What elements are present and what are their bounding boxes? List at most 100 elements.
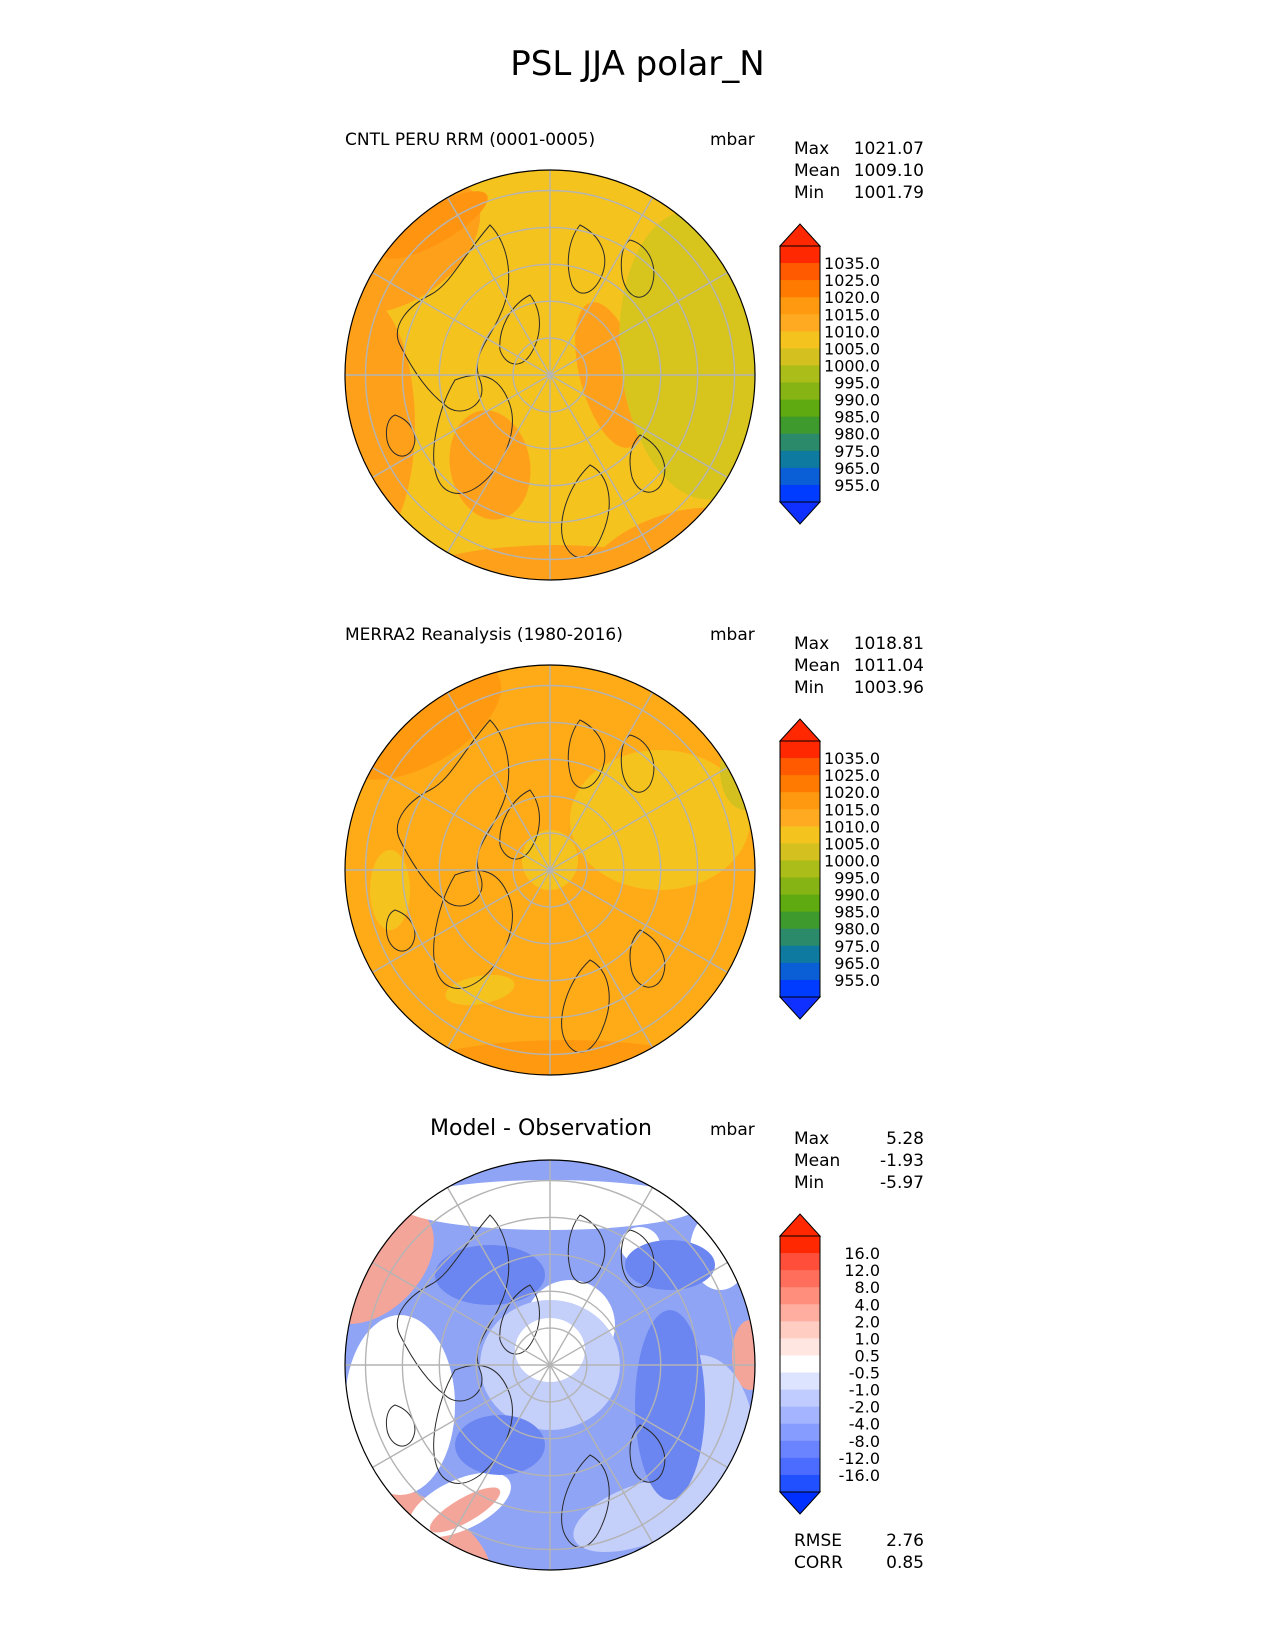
colorbar-tick-label: -0.5	[849, 1364, 880, 1383]
colorbar-tick-label: 1.0	[855, 1329, 880, 1348]
colorbar-segment	[780, 979, 820, 998]
colorbar-tick-label: 995.0	[834, 374, 880, 393]
colorbar-tick-label: 1005.0	[824, 339, 880, 358]
stat-mean: Mean 1009.10	[794, 161, 924, 181]
stats-box: Max 5.28 Mean -1.93 Min -5.97	[794, 1128, 924, 1194]
stat-max: Max 1021.07	[794, 139, 924, 159]
colorbar-segment	[780, 809, 820, 827]
colorbar-tick-label: -4.0	[849, 1415, 880, 1434]
stat-max: Max 5.28	[794, 1129, 924, 1149]
colorbar-tick-label: 955.0	[834, 971, 880, 990]
colorbar-segment	[780, 1287, 820, 1305]
colorbar-tick-label: 1005.0	[824, 834, 880, 853]
metric-rmse: RMSE 2.76	[794, 1531, 924, 1551]
graticule	[345, 170, 755, 580]
stats-box: Max 1021.07 Mean 1009.10 Min 1001.79	[794, 138, 924, 204]
colorbar-tick-label: 985.0	[834, 903, 880, 922]
colorbar-extend-bottom	[778, 996, 822, 1020]
colorbar-segment	[780, 246, 820, 264]
colorbar-tick-label: -8.0	[849, 1432, 880, 1451]
colorbar-tick-label: -12.0	[839, 1449, 880, 1468]
colorbar-tick-label: 4.0	[855, 1295, 880, 1314]
graticule	[345, 665, 755, 1075]
colorbar-tick-label: 1000.0	[824, 851, 880, 870]
colorbar-segment	[780, 1304, 820, 1322]
colorbar-tick-label: 12.0	[844, 1261, 880, 1280]
figure-title: PSL JJA polar_N	[510, 44, 765, 84]
colorbar-tick-label: 985.0	[834, 408, 880, 427]
colorbar-tick-label: 965.0	[834, 459, 880, 478]
colorbar-segment	[780, 467, 820, 486]
colorbar-extend-bottom	[778, 1491, 822, 1515]
panel-ref: MERRA2 Reanalysis (1980-2016) mbar Max 10…	[0, 615, 1275, 1095]
colorbar-tick-label: 8.0	[855, 1278, 880, 1297]
colorbar-tick-label: 1020.0	[824, 783, 880, 802]
colorbar-tick-label: 1015.0	[824, 305, 880, 324]
polar-map	[344, 664, 756, 1076]
colorbar-tick-label: 1035.0	[824, 254, 880, 273]
colorbar-segment	[780, 928, 820, 947]
stat-max: Max 1018.81	[794, 634, 924, 654]
colorbar-extend-top	[778, 718, 822, 742]
stats-box: Max 1018.81 Mean 1011.04 Min 1003.96	[794, 633, 924, 699]
colorbar-segment	[780, 775, 820, 793]
colorbar-frame	[779, 1235, 821, 1493]
colorbar-segment	[780, 484, 820, 503]
colorbar-tick-label: 980.0	[834, 425, 880, 444]
map-boundary	[344, 664, 756, 1076]
graticule	[345, 1160, 755, 1570]
colorbar-segment	[780, 1406, 820, 1425]
colorbar-segment	[780, 1236, 820, 1254]
polar-map	[344, 1159, 756, 1571]
colorbar-tick-label: 955.0	[834, 476, 880, 495]
colorbar-segment	[780, 433, 820, 452]
stat-min: Min -5.97	[794, 1173, 924, 1193]
colorbar-segment	[780, 911, 820, 930]
colorbar-segment	[780, 297, 820, 315]
colorbar-segment	[780, 1270, 820, 1288]
colorbar-tick-label: 990.0	[834, 391, 880, 410]
polar-map	[344, 169, 756, 581]
colorbar-segment	[780, 1423, 820, 1442]
colorbar-segment	[780, 843, 820, 861]
colorbar: 1035.01025.01020.01015.01010.01005.01000…	[778, 718, 880, 1020]
metric-corr: CORR 0.85	[794, 1553, 924, 1573]
colorbar-segment	[780, 280, 820, 298]
colorbar-tick-label: -16.0	[839, 1466, 880, 1485]
colorbar-segment	[780, 1321, 820, 1339]
colorbar-tick-label: 1000.0	[824, 356, 880, 375]
coastlines	[385, 224, 666, 558]
units-label: mbar	[710, 130, 755, 150]
panel-title: MERRA2 Reanalysis (1980-2016)	[345, 625, 623, 645]
colorbar-segment	[780, 348, 820, 366]
colorbar-segment	[780, 382, 820, 401]
colorbar-tick-label: 990.0	[834, 886, 880, 905]
colorbar-tick-label: 980.0	[834, 920, 880, 939]
colorbar-tick-label: 1025.0	[824, 766, 880, 785]
colorbar-frame	[779, 740, 821, 998]
colorbar-segment	[780, 792, 820, 810]
colorbar-segment	[780, 331, 820, 349]
colorbar-extend-top	[778, 223, 822, 247]
colorbar-segment	[780, 314, 820, 332]
colorbar-segment	[780, 1389, 820, 1408]
colorbar-segment	[780, 450, 820, 469]
colorbar-segment	[780, 1440, 820, 1459]
colorbar-tick-label: 1025.0	[824, 271, 880, 290]
colorbar-tick-label: 1035.0	[824, 749, 880, 768]
colorbar-segment	[780, 962, 820, 981]
units-label: mbar	[710, 1120, 755, 1140]
panel-title: CNTL PERU RRM (0001-0005)	[345, 130, 596, 150]
colorbar-tick-label: 975.0	[834, 937, 880, 956]
map-boundary	[344, 1159, 756, 1571]
colorbar-tick-label: -1.0	[849, 1381, 880, 1400]
stat-min: Min 1003.96	[794, 678, 924, 698]
colorbar-segment	[780, 741, 820, 759]
colorbar-segment	[780, 365, 820, 384]
panel-test: CNTL PERU RRM (0001-0005) mbar Max 1021.0…	[0, 120, 1275, 600]
colorbar-segment	[780, 263, 820, 281]
colorbar-segment	[780, 1372, 820, 1391]
stat-mean: Mean 1011.04	[794, 656, 924, 676]
stat-min: Min 1001.79	[794, 183, 924, 203]
colorbar-segment	[780, 877, 820, 896]
